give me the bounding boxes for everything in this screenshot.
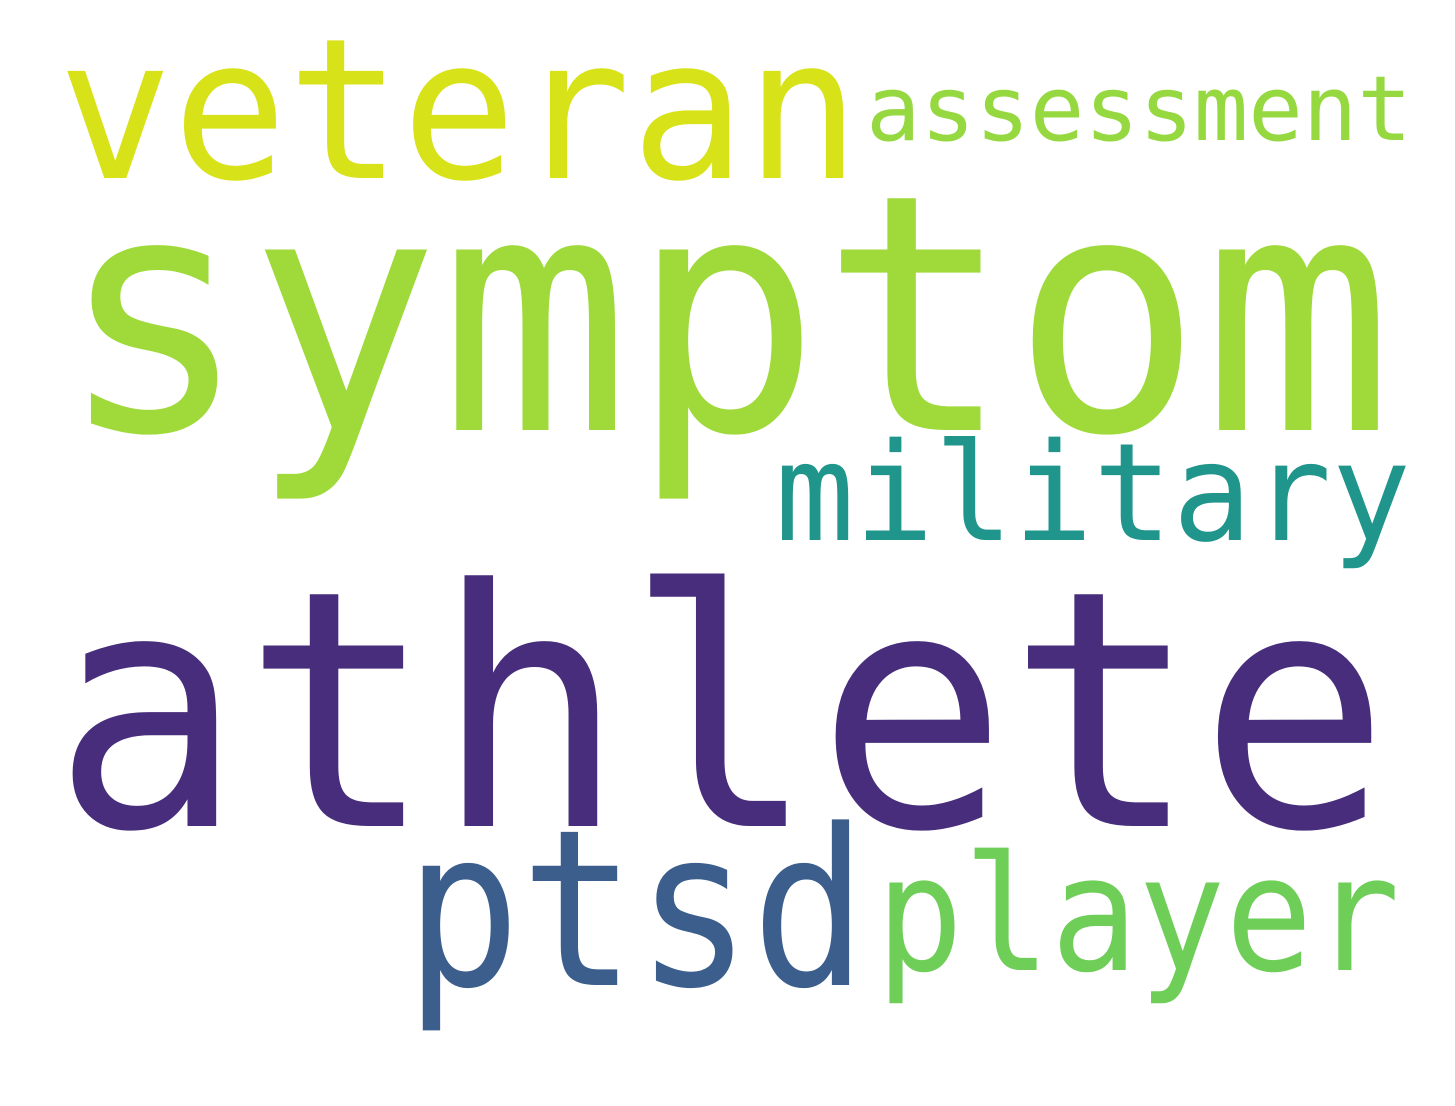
word-symptom: symptom xyxy=(58,124,1393,508)
word-ptsd: ptsd xyxy=(405,784,867,1037)
word-player: player xyxy=(876,821,1400,1008)
word-athlete: athlete xyxy=(52,520,1390,904)
word-veteran: veteran xyxy=(58,0,860,225)
word-military: military xyxy=(775,415,1411,573)
word-assessment: assessment xyxy=(866,57,1412,162)
